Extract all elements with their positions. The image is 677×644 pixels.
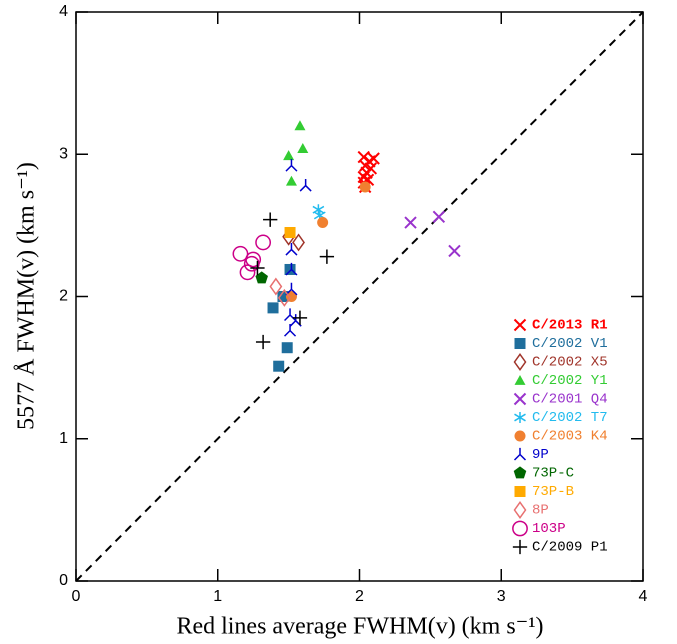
legend-marker — [513, 466, 527, 479]
point — [404, 216, 417, 229]
legend-marker — [514, 430, 526, 442]
legend-marker — [514, 486, 526, 497]
legend-marker — [512, 539, 528, 555]
point — [255, 271, 268, 284]
legend-marker — [514, 412, 526, 423]
point — [319, 249, 335, 264]
legend-label: C/2002 T7 — [532, 410, 608, 426]
point — [273, 360, 285, 372]
point — [297, 143, 309, 153]
point — [299, 178, 312, 192]
one-to-one-line — [75, 11, 644, 582]
point — [294, 120, 306, 131]
legend-marker — [512, 520, 528, 537]
x-tick-label: 4 — [639, 588, 648, 605]
legend-marker — [513, 501, 527, 519]
legend-label: C/2013 R1 — [532, 318, 608, 334]
legend-label: C/2002 Y1 — [532, 373, 608, 389]
point — [245, 251, 262, 268]
point — [448, 244, 461, 258]
legend-label: C/2009 P1 — [532, 540, 608, 556]
point — [283, 150, 295, 161]
point — [267, 302, 279, 314]
y-tick-label: 0 — [59, 572, 68, 589]
x-tick-label: 1 — [213, 588, 222, 605]
legend-marker — [513, 353, 527, 371]
point — [277, 288, 291, 307]
legend-marker — [513, 318, 527, 332]
point — [285, 262, 298, 276]
legend-label: 73P-B — [532, 484, 574, 500]
legend-label: 8P — [532, 503, 549, 519]
x-axis-label: Red lines average FWHM(v) (km s⁻¹) — [176, 614, 543, 640]
point — [284, 226, 296, 238]
point — [281, 342, 293, 354]
legend-label: C/2002 X5 — [532, 355, 608, 371]
point — [250, 260, 265, 276]
legend-label: C/2002 V1 — [532, 336, 608, 352]
legend-marker — [514, 375, 526, 385]
y-tick-label: 2 — [59, 288, 68, 305]
x-tick-label: 0 — [72, 588, 81, 605]
point — [284, 263, 296, 275]
point — [432, 210, 446, 224]
y-tick-label: 3 — [59, 145, 68, 162]
x-tick-label: 2 — [355, 588, 364, 605]
y-axis-label: 5577 Å FWHM(v) (km s⁻¹) — [14, 162, 40, 430]
point — [317, 217, 329, 229]
point — [255, 334, 271, 350]
y-tick-label: 1 — [59, 430, 68, 447]
point — [292, 233, 305, 252]
legend-label: 9P — [532, 447, 549, 463]
point — [263, 212, 278, 227]
point — [255, 234, 272, 251]
point — [239, 264, 256, 281]
y-tick-label: 4 — [59, 3, 68, 20]
legend-label: 73P-C — [532, 466, 574, 482]
legend-label: C/2003 K4 — [532, 429, 608, 445]
point — [284, 324, 297, 337]
legend-marker — [513, 392, 527, 406]
legend-marker — [514, 338, 526, 349]
legend-marker — [513, 447, 527, 461]
point — [285, 242, 298, 256]
x-tick-label: 3 — [497, 588, 506, 605]
point — [285, 159, 298, 172]
point — [232, 245, 249, 262]
point — [284, 308, 297, 322]
legend-label: C/2001 Q4 — [532, 392, 608, 408]
point — [359, 181, 371, 193]
point — [269, 277, 283, 296]
point — [292, 310, 308, 325]
legend-label: 103P — [532, 521, 566, 537]
point — [285, 175, 297, 186]
